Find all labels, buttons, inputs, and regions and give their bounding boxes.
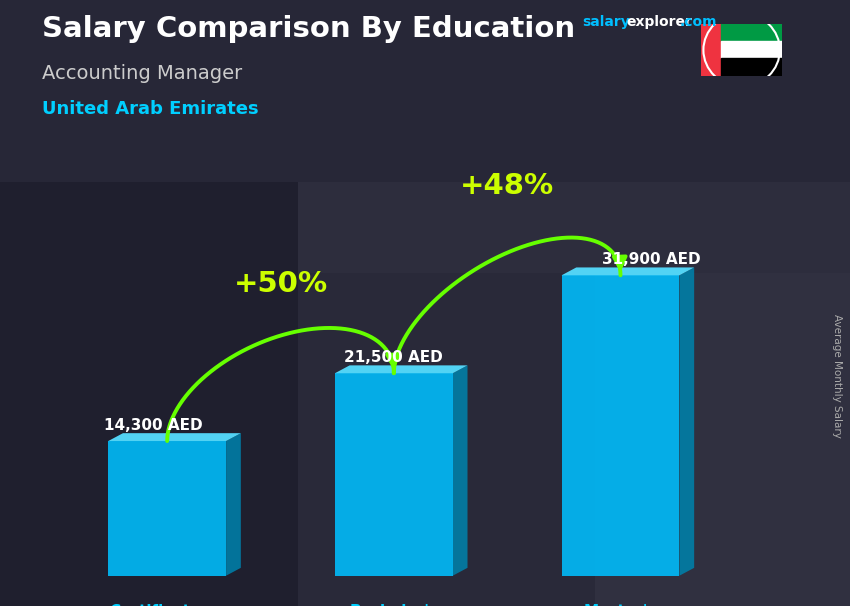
Text: Master's
Degree: Master's Degree bbox=[584, 604, 657, 606]
Polygon shape bbox=[679, 267, 694, 576]
Bar bbox=[722, 41, 782, 59]
Text: Certificate or
Diploma: Certificate or Diploma bbox=[110, 604, 224, 606]
Text: 21,500 AED: 21,500 AED bbox=[344, 350, 443, 365]
Text: United Arab Emirates: United Arab Emirates bbox=[42, 100, 259, 118]
Bar bbox=[722, 59, 782, 76]
Text: 31,900 AED: 31,900 AED bbox=[603, 253, 701, 267]
Text: .com: .com bbox=[680, 15, 717, 29]
Polygon shape bbox=[453, 365, 468, 576]
Text: +50%: +50% bbox=[234, 270, 327, 298]
Text: explorer: explorer bbox=[626, 15, 692, 29]
Text: Accounting Manager: Accounting Manager bbox=[42, 64, 243, 82]
Polygon shape bbox=[108, 433, 241, 441]
Polygon shape bbox=[562, 275, 679, 576]
Polygon shape bbox=[562, 267, 694, 275]
Polygon shape bbox=[108, 441, 226, 576]
Polygon shape bbox=[335, 373, 453, 576]
Text: +48%: +48% bbox=[460, 172, 554, 200]
Text: salary: salary bbox=[582, 15, 630, 29]
Polygon shape bbox=[335, 365, 468, 373]
Bar bbox=[722, 24, 782, 41]
Text: 14,300 AED: 14,300 AED bbox=[104, 418, 202, 433]
Text: Salary Comparison By Education: Salary Comparison By Education bbox=[42, 15, 575, 43]
Bar bbox=[701, 24, 722, 76]
Text: Bachelor's
Degree: Bachelor's Degree bbox=[349, 604, 439, 606]
Polygon shape bbox=[226, 433, 241, 576]
Text: Average Monthly Salary: Average Monthly Salary bbox=[832, 314, 842, 438]
